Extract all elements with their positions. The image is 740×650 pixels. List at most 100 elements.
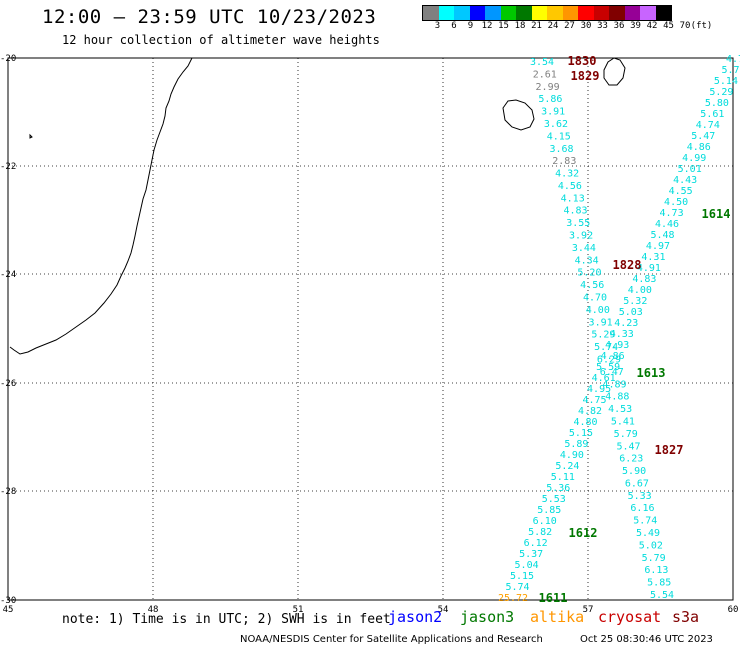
wave-height-label: 5.54 <box>650 590 674 601</box>
wave-height-label: 2.61 <box>533 69 557 80</box>
wave-height-label: 5.74 <box>594 342 618 353</box>
wave-height-label: 5.85 <box>537 505 561 516</box>
wave-height-label: 6.47 <box>600 367 624 378</box>
pass-time-label: 1828 <box>613 258 642 272</box>
legend-swatch <box>454 6 470 20</box>
wave-height-label: 5.59 <box>596 362 620 373</box>
legend-label: 18 <box>514 21 526 31</box>
wave-height-label: 3.68 <box>549 144 573 155</box>
wave-height-label: 6.29 <box>597 354 621 365</box>
wave-height-label: 5.86 <box>538 94 562 105</box>
satellite-name-jason3: jason3 <box>460 608 515 626</box>
wave-height-label: 4.73 <box>660 208 684 219</box>
wave-height-label: 3.62 <box>544 119 568 130</box>
legend-label: 3 <box>434 21 441 31</box>
wave-height-label: 3.54 <box>530 57 554 68</box>
legend-swatch <box>609 6 625 20</box>
legend-label: 21 <box>531 21 542 31</box>
pass-time-label: 1830 <box>568 54 597 68</box>
wave-height-label: 4.33 <box>610 329 634 340</box>
wave-height-label: 5.36 <box>546 483 570 494</box>
wave-height-label: 4.31 <box>641 252 665 263</box>
wave-height-label: 5.61 <box>700 109 724 120</box>
reunion-island <box>502 99 535 131</box>
wave-height-label: 3.55 <box>566 218 590 229</box>
wave-height-label: 5.15 <box>510 571 534 582</box>
legend-label: 15 <box>498 21 509 31</box>
wave-height-label: 4.83 <box>632 274 656 285</box>
pass-time-label: 1827 <box>655 443 684 457</box>
generation-timestamp: Oct 25 08:30:46 UTC 2023 <box>580 634 713 645</box>
wave-height-label: 6.12 <box>524 538 548 549</box>
longitude-label: 51 <box>293 605 304 615</box>
legend-swatch <box>624 6 640 20</box>
wave-height-label: 5.29 <box>709 87 733 98</box>
longitude-label: 48 <box>148 605 159 615</box>
wave-height-label: 4.95 <box>587 384 611 395</box>
wave-height-label: 3.44 <box>572 243 596 254</box>
wave-height-label: 4.86 <box>601 351 625 362</box>
pass-time-label: 1829 <box>571 69 600 83</box>
wave-height-label: 4.89 <box>603 379 627 390</box>
wave-height-label: 4.75 <box>583 395 607 406</box>
wave-height-label: 5.82 <box>528 527 552 538</box>
wave-height-label: 3.91 <box>589 317 613 328</box>
wave-height-label: 4.61 <box>592 373 616 384</box>
wave-height-label: 4.50 <box>664 197 688 208</box>
latitude-label: -30 <box>0 596 16 606</box>
legend-swatch <box>516 6 532 20</box>
wave-height-label: 5.79 <box>614 429 638 440</box>
wave-height-label: 5.74 <box>633 516 657 527</box>
wave-height-label: 2.99 <box>536 82 560 93</box>
wave-height-label: 4.34 <box>575 255 599 266</box>
wave-height-label: 5.04 <box>515 560 539 571</box>
legend-label: 70 <box>679 21 691 31</box>
wave-height-label: 4.80 <box>573 417 597 428</box>
legend-swatch <box>593 6 609 20</box>
wave-height-label: 25.72 <box>498 593 528 604</box>
wave-height-label: 4.99 <box>682 153 706 164</box>
wave-height-label: 4.13 <box>561 193 585 204</box>
wave-height-label: 4.56 <box>580 280 604 291</box>
wave-height-label: 5.02 <box>639 540 663 551</box>
legend-swatch <box>578 6 594 20</box>
wave-height-label: 4.86 <box>687 142 711 153</box>
legend-swatch <box>655 6 671 20</box>
wave-height-label: 5.15 <box>569 428 593 439</box>
land-outline <box>9 57 626 355</box>
pass-time-label: 1611 <box>539 591 568 605</box>
legend-swatch <box>500 6 516 20</box>
satellite-name-cryosat: cryosat <box>598 608 662 626</box>
wave-height-label: 4.91 <box>637 263 661 274</box>
wave-height-label: 5.32 <box>623 296 647 307</box>
latitude-label: -26 <box>0 379 16 389</box>
wave-height-label: 6.13 <box>644 565 668 576</box>
wave-height-label: 4.97 <box>646 241 670 252</box>
legend-label: 33 <box>597 21 608 31</box>
color-legend-labels: 3 6 9 12 15 18 21 24 27 30 33 36 39 42 45 70 (ft) <box>422 21 732 33</box>
pass-time-label: 1612 <box>569 526 598 540</box>
legend-swatch <box>423 6 439 20</box>
islet-coast <box>29 133 33 139</box>
altimeter-track-a: 3.542.612.995.863.913.624.153.682.834.32… <box>530 57 674 601</box>
wave-height-label: 6.16 <box>630 503 654 514</box>
mauritius-island <box>603 57 626 86</box>
wave-height-label: 5.47 <box>616 441 640 452</box>
pass-time-label: 1613 <box>637 366 666 380</box>
legend-swatch <box>485 6 501 20</box>
wave-height-label: 5.79 <box>642 553 666 564</box>
wave-height-label: 5.01 <box>678 164 702 175</box>
latitude-label: -24 <box>0 270 16 280</box>
legend-label: 42 <box>646 21 658 31</box>
latitude-label: -20 <box>0 54 16 64</box>
satellite-name-jason2: jason2 <box>388 608 443 626</box>
wave-height-label: 4.15 <box>547 131 571 142</box>
wave-height-label: 4.90 <box>560 450 584 461</box>
wave-height-label: 5.29 <box>591 330 615 341</box>
latitude-label: -28 <box>0 487 16 497</box>
longitude-label: 45 <box>3 605 14 615</box>
longitude-label: 57 <box>583 605 594 615</box>
legend-label: 45 <box>663 21 674 31</box>
wave-height-label: 4.83 <box>563 206 587 217</box>
